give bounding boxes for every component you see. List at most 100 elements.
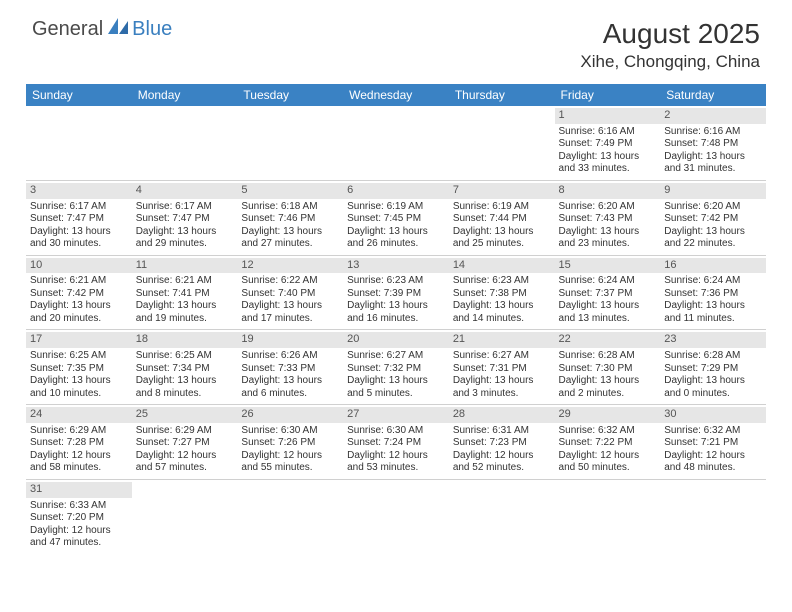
day-sunset: Sunset: 7:38 PM: [453, 288, 551, 301]
day-sunset: Sunset: 7:42 PM: [30, 288, 128, 301]
day-daylight2: and 29 minutes.: [136, 238, 234, 251]
day-daylight2: and 13 minutes.: [559, 313, 657, 326]
day-daylight2: and 47 minutes.: [30, 537, 128, 550]
day-daylight1: Daylight: 13 hours: [664, 226, 762, 239]
calendar-day-cell: 4Sunrise: 6:17 AMSunset: 7:47 PMDaylight…: [132, 180, 238, 255]
day-sunset: Sunset: 7:47 PM: [30, 213, 128, 226]
calendar-week-row: 24Sunrise: 6:29 AMSunset: 7:28 PMDayligh…: [26, 405, 766, 480]
day-sunset: Sunset: 7:22 PM: [559, 437, 657, 450]
calendar-day-cell: 10Sunrise: 6:21 AMSunset: 7:42 PMDayligh…: [26, 255, 132, 330]
day-daylight2: and 50 minutes.: [559, 462, 657, 475]
day-sunrise: Sunrise: 6:32 AM: [664, 425, 762, 438]
logo-text-blue: Blue: [132, 18, 172, 41]
day-sunset: Sunset: 7:27 PM: [136, 437, 234, 450]
day-sunrise: Sunrise: 6:33 AM: [30, 500, 128, 513]
day-sunset: Sunset: 7:33 PM: [241, 363, 339, 376]
calendar-day-cell: 21Sunrise: 6:27 AMSunset: 7:31 PMDayligh…: [449, 330, 555, 405]
day-sunrise: Sunrise: 6:28 AM: [559, 350, 657, 363]
day-number: 18: [132, 332, 238, 348]
day-number: 23: [660, 332, 766, 348]
calendar-day-cell: 9Sunrise: 6:20 AMSunset: 7:42 PMDaylight…: [660, 180, 766, 255]
day-sunrise: Sunrise: 6:25 AM: [136, 350, 234, 363]
calendar-day-cell: 3Sunrise: 6:17 AMSunset: 7:47 PMDaylight…: [26, 180, 132, 255]
calendar-empty-cell: [343, 479, 449, 553]
day-daylight2: and 53 minutes.: [347, 462, 445, 475]
weekday-header: Monday: [132, 84, 238, 106]
calendar-empty-cell: [237, 106, 343, 180]
day-daylight2: and 14 minutes.: [453, 313, 551, 326]
day-daylight1: Daylight: 13 hours: [559, 375, 657, 388]
title-block: August 2025 Xihe, Chongqing, China: [580, 18, 760, 72]
day-daylight2: and 26 minutes.: [347, 238, 445, 251]
day-number: 26: [237, 407, 343, 423]
day-number: 16: [660, 258, 766, 274]
day-number: 20: [343, 332, 449, 348]
calendar-empty-cell: [449, 479, 555, 553]
day-daylight1: Daylight: 13 hours: [453, 375, 551, 388]
day-daylight2: and 33 minutes.: [559, 163, 657, 176]
calendar-day-cell: 30Sunrise: 6:32 AMSunset: 7:21 PMDayligh…: [660, 405, 766, 480]
day-number: 8: [555, 183, 661, 199]
day-daylight1: Daylight: 13 hours: [559, 151, 657, 164]
calendar-day-cell: 7Sunrise: 6:19 AMSunset: 7:44 PMDaylight…: [449, 180, 555, 255]
day-sunrise: Sunrise: 6:32 AM: [559, 425, 657, 438]
day-sunrise: Sunrise: 6:21 AM: [136, 275, 234, 288]
day-daylight1: Daylight: 13 hours: [664, 151, 762, 164]
calendar-empty-cell: [555, 479, 661, 553]
calendar-empty-cell: [132, 479, 238, 553]
day-sunrise: Sunrise: 6:30 AM: [241, 425, 339, 438]
day-sunset: Sunset: 7:46 PM: [241, 213, 339, 226]
day-sunrise: Sunrise: 6:19 AM: [453, 201, 551, 214]
day-sunset: Sunset: 7:47 PM: [136, 213, 234, 226]
day-daylight2: and 48 minutes.: [664, 462, 762, 475]
day-sunrise: Sunrise: 6:30 AM: [347, 425, 445, 438]
day-sunrise: Sunrise: 6:22 AM: [241, 275, 339, 288]
day-daylight2: and 3 minutes.: [453, 388, 551, 401]
day-sunrise: Sunrise: 6:27 AM: [453, 350, 551, 363]
day-daylight2: and 57 minutes.: [136, 462, 234, 475]
calendar-day-cell: 19Sunrise: 6:26 AMSunset: 7:33 PMDayligh…: [237, 330, 343, 405]
day-daylight2: and 17 minutes.: [241, 313, 339, 326]
day-sunset: Sunset: 7:26 PM: [241, 437, 339, 450]
calendar-day-cell: 16Sunrise: 6:24 AMSunset: 7:36 PMDayligh…: [660, 255, 766, 330]
calendar-empty-cell: [132, 106, 238, 180]
day-daylight1: Daylight: 13 hours: [30, 300, 128, 313]
day-sunrise: Sunrise: 6:31 AM: [453, 425, 551, 438]
calendar-day-cell: 11Sunrise: 6:21 AMSunset: 7:41 PMDayligh…: [132, 255, 238, 330]
day-daylight2: and 8 minutes.: [136, 388, 234, 401]
day-daylight1: Daylight: 13 hours: [559, 300, 657, 313]
day-daylight2: and 58 minutes.: [30, 462, 128, 475]
weekday-header: Tuesday: [237, 84, 343, 106]
day-number: 27: [343, 407, 449, 423]
calendar-day-cell: 12Sunrise: 6:22 AMSunset: 7:40 PMDayligh…: [237, 255, 343, 330]
day-daylight1: Daylight: 13 hours: [241, 300, 339, 313]
day-sunset: Sunset: 7:30 PM: [559, 363, 657, 376]
calendar-day-cell: 27Sunrise: 6:30 AMSunset: 7:24 PMDayligh…: [343, 405, 449, 480]
day-daylight1: Daylight: 13 hours: [453, 226, 551, 239]
day-sunrise: Sunrise: 6:24 AM: [664, 275, 762, 288]
calendar-day-cell: 29Sunrise: 6:32 AMSunset: 7:22 PMDayligh…: [555, 405, 661, 480]
day-daylight1: Daylight: 13 hours: [241, 226, 339, 239]
day-daylight2: and 25 minutes.: [453, 238, 551, 251]
page-header: General Blue August 2025 Xihe, Chongqing…: [0, 0, 792, 78]
calendar-empty-cell: [449, 106, 555, 180]
calendar-empty-cell: [343, 106, 449, 180]
day-sunrise: Sunrise: 6:20 AM: [559, 201, 657, 214]
day-sunrise: Sunrise: 6:26 AM: [241, 350, 339, 363]
day-daylight1: Daylight: 13 hours: [559, 226, 657, 239]
logo: General Blue: [32, 18, 172, 41]
calendar-day-cell: 31Sunrise: 6:33 AMSunset: 7:20 PMDayligh…: [26, 479, 132, 553]
day-sunrise: Sunrise: 6:18 AM: [241, 201, 339, 214]
day-number: 31: [26, 482, 132, 498]
weekday-header: Saturday: [660, 84, 766, 106]
day-sunset: Sunset: 7:42 PM: [664, 213, 762, 226]
day-sunset: Sunset: 7:23 PM: [453, 437, 551, 450]
day-daylight2: and 30 minutes.: [30, 238, 128, 251]
logo-sail-icon: [108, 18, 130, 41]
day-number: 25: [132, 407, 238, 423]
day-sunset: Sunset: 7:31 PM: [453, 363, 551, 376]
day-sunset: Sunset: 7:32 PM: [347, 363, 445, 376]
day-sunset: Sunset: 7:45 PM: [347, 213, 445, 226]
calendar-day-cell: 17Sunrise: 6:25 AMSunset: 7:35 PMDayligh…: [26, 330, 132, 405]
day-number: 3: [26, 183, 132, 199]
